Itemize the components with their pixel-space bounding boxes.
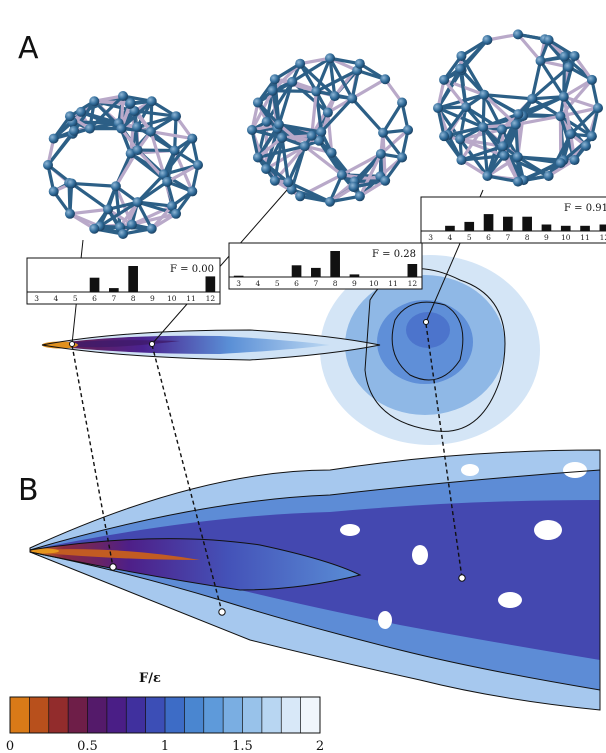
- histogram-tick-label: 3: [34, 294, 39, 303]
- histogram-bar: [503, 216, 513, 231]
- colorbar-bin: [242, 697, 263, 733]
- histogram-bar: [311, 267, 321, 277]
- histogram-tick-label: 7: [505, 233, 510, 242]
- histogram-tick-label: 9: [150, 294, 155, 303]
- histogram-tick-label: 10: [369, 279, 379, 288]
- colorbar: F/ε 0 0.5 1 1.5 2: [6, 671, 324, 753]
- histogram-tick-label: 10: [561, 233, 571, 242]
- histogram-tick-label: 7: [111, 294, 116, 303]
- cluster-illustrations: [43, 29, 603, 239]
- histogram-bar: [522, 216, 532, 231]
- histogram-bar: [128, 266, 138, 292]
- colorbar-bin: [48, 697, 69, 733]
- histogram-tick-label: 8: [333, 279, 338, 288]
- histogram-bar: [464, 221, 475, 231]
- histogram-tick-label: 9: [544, 233, 549, 242]
- histogram-tick-label: 5: [275, 279, 280, 288]
- histogram-inset-1: 3 4 5 6 7 8 9 10 11 12 F = 0.00: [26, 257, 221, 305]
- panel-label-b: B: [18, 473, 39, 508]
- histogram-tick-label: 12: [408, 279, 418, 288]
- colorbar-bin: [68, 697, 88, 733]
- histogram-tick-label: 3: [428, 233, 433, 242]
- colorbar-bin: [106, 697, 127, 733]
- histogram-bar: [445, 225, 455, 231]
- histogram-bar: [407, 264, 418, 277]
- histogram-tick-label: 7: [313, 279, 318, 288]
- colorbar-bin: [300, 697, 321, 733]
- histogram-tick-label: 4: [256, 279, 261, 288]
- histogram-tick-label: 11: [580, 233, 590, 242]
- histogram-tick-label: 4: [54, 294, 59, 303]
- colorbar-bin: [29, 697, 50, 733]
- histogram-bar: [349, 274, 360, 277]
- histogram-bar: [291, 265, 302, 277]
- histogram-bar: [233, 275, 244, 277]
- histogram-tick-label: 11: [388, 279, 398, 288]
- colorbar-ticks: 0 0.5 1 1.5 2: [6, 739, 324, 753]
- histogram-bar: [205, 276, 216, 292]
- histogram-bar: [483, 214, 494, 231]
- colorbar-bin: [126, 697, 147, 733]
- histogram-tick-label: 3: [236, 279, 241, 288]
- histogram-bar: [580, 225, 590, 231]
- colorbar-bin: [145, 697, 166, 733]
- colorbar-bin: [87, 697, 108, 733]
- marker-a3: [423, 319, 429, 325]
- histogram-tick-label: 8: [131, 294, 136, 303]
- histogram-tick-label: 12: [600, 233, 606, 242]
- histogram-tick-label: 11: [186, 294, 196, 303]
- colorbar-bin: [261, 697, 282, 733]
- histogram-tick-label: 5: [73, 294, 78, 303]
- colorbar-bin: [223, 697, 243, 733]
- histogram-bar: [560, 225, 571, 231]
- histogram-tick-label: 5: [467, 233, 472, 242]
- f-value-label: F = 0.28: [372, 249, 416, 260]
- histogram-inset-2: 3 4 5 6 7 8 9 10 11 12 F = 0.28: [228, 242, 423, 290]
- colorbar-tick-label: 1.5: [232, 739, 253, 753]
- histogram-tick-label: 12: [206, 294, 216, 303]
- marker-a1: [69, 341, 75, 347]
- histogram-bar: [109, 288, 119, 292]
- histogram-tick-label: 6: [294, 279, 299, 288]
- density-map-b: [29, 449, 601, 711]
- histogram-insets: 3 4 5 6 7 8 9 10 11 12 F = 0.00 3 4 5 6 7 8 9 10 11 12 F = 0.…: [26, 196, 606, 305]
- colorbar-tick-label: 1: [161, 739, 169, 753]
- marker-a2: [149, 341, 155, 347]
- cluster-2: [247, 53, 413, 207]
- histogram-tick-label: 10: [167, 294, 177, 303]
- colorbar-bin: [184, 697, 205, 733]
- histogram-bar: [599, 224, 606, 231]
- marker-b2: [218, 608, 226, 616]
- panel-label-a: A: [18, 31, 39, 66]
- histogram-tick-label: 4: [448, 233, 453, 242]
- density-map-a: [41, 255, 540, 445]
- panel-links: [71, 323, 463, 613]
- colorbar-tick-label: 2: [316, 739, 324, 753]
- f-value-label: F = 0.91: [564, 203, 606, 214]
- colorbar-bin: [203, 697, 224, 733]
- colorbar-bin: [281, 697, 302, 733]
- histogram-tick-label: 6: [92, 294, 97, 303]
- colorbar-bins: [10, 697, 321, 733]
- histogram-tick-label: 6: [486, 233, 491, 242]
- colorbar-title: F/ε: [139, 671, 161, 686]
- histogram-bar: [89, 277, 100, 292]
- marker-b3: [458, 574, 466, 582]
- histogram-tick-label: 8: [525, 233, 530, 242]
- cluster-1: [43, 91, 203, 239]
- histogram-tick-label: 9: [352, 279, 357, 288]
- histogram-bar: [541, 224, 552, 231]
- histogram-bar: [330, 251, 340, 277]
- colorbar-tick-label: 0: [6, 739, 14, 753]
- colorbar-bin: [10, 697, 30, 733]
- marker-b1: [109, 563, 117, 571]
- histogram-inset-3: 3 4 5 6 7 8 9 10 11 12 F = 0.91: [420, 196, 606, 244]
- cluster-3: [433, 29, 603, 187]
- f-value-label: F = 0.00: [170, 264, 214, 275]
- colorbar-tick-label: 0.5: [77, 739, 98, 753]
- colorbar-bin: [165, 697, 185, 733]
- colorbar-frame: [9, 696, 321, 734]
